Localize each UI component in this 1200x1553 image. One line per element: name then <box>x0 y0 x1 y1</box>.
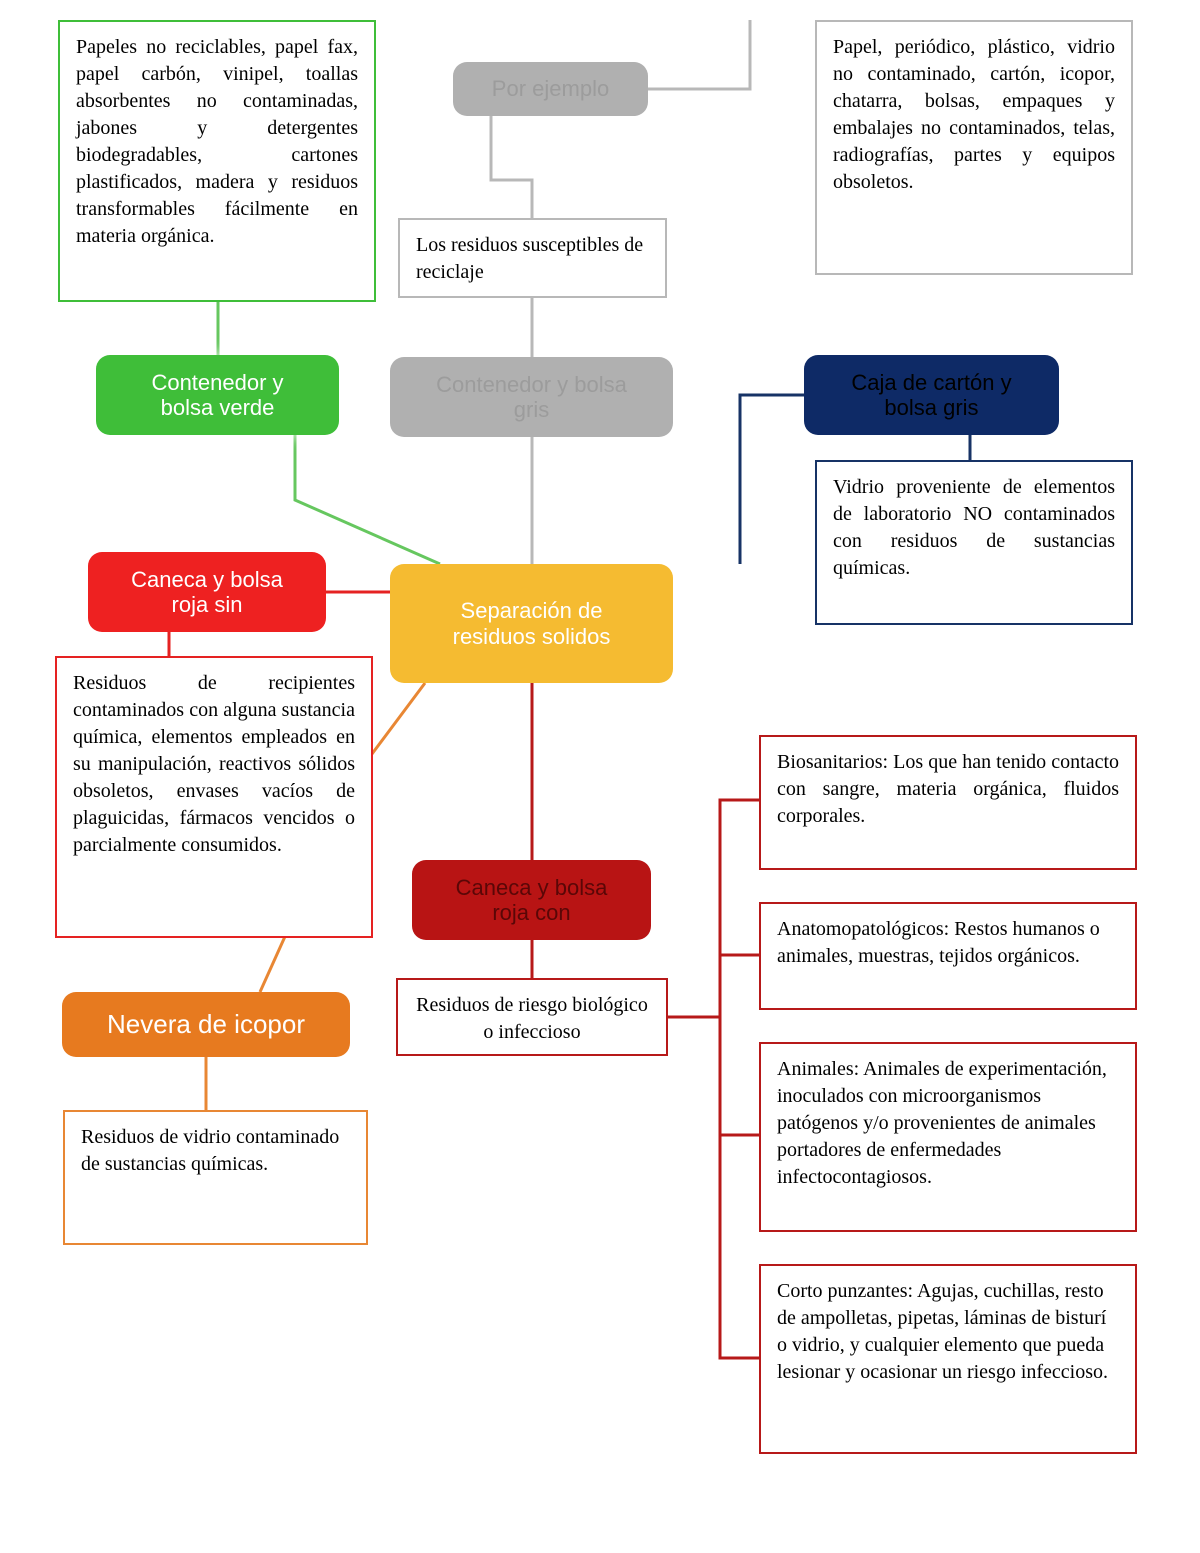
gray-subtext: Los residuos susceptibles de reciclaje <box>398 218 667 298</box>
green-container-node: Contenedor y bolsa verde <box>96 355 339 435</box>
orange-container-node: Nevera de icopor <box>62 992 350 1057</box>
center-node: Separación de residuos solidos <box>390 564 673 683</box>
gray-label: Contenedor y bolsa gris <box>436 372 627 423</box>
red-label: Caneca y bolsa roja sin <box>131 567 283 618</box>
anatomopatologicos-text: Anatomopatológicos: Restos humanos o ani… <box>759 902 1137 1010</box>
diagram-canvas: Separación de residuos solidos Por ejemp… <box>0 0 1200 1553</box>
gray-examples-text: Papel, periódico, plástico, vidrio no co… <box>815 20 1133 275</box>
biosanitarios-text: Biosanitarios: Los que han tenido contac… <box>759 735 1137 870</box>
darkred-container-node: Caneca y bolsa roja con <box>412 860 651 940</box>
animales-text: Animales: Animales de experimentación, i… <box>759 1042 1137 1232</box>
green-text: Papeles no reciclables, papel fax, papel… <box>58 20 376 302</box>
red-text: Residuos de recipientes contaminados con… <box>55 656 373 938</box>
center-label: Separación de residuos solidos <box>453 598 611 649</box>
por-ejemplo-label: Por ejemplo <box>492 76 609 101</box>
navy-text: Vidrio proveniente de elementos de labor… <box>815 460 1133 625</box>
por-ejemplo-node: Por ejemplo <box>453 62 648 116</box>
navy-container-node: Caja de cartón y bolsa gris <box>804 355 1059 435</box>
green-label: Contenedor y bolsa verde <box>151 370 283 421</box>
orange-text: Residuos de vidrio contaminado de sustan… <box>63 1110 368 1245</box>
darkred-subtext: Residuos de riesgo biológico o infeccios… <box>396 978 668 1056</box>
cortopunzantes-text: Corto punzantes: Agujas, cuchillas, rest… <box>759 1264 1137 1454</box>
navy-label: Caja de cartón y bolsa gris <box>851 370 1011 421</box>
gray-container-node: Contenedor y bolsa gris <box>390 357 673 437</box>
red-container-node: Caneca y bolsa roja sin <box>88 552 326 632</box>
orange-label: Nevera de icopor <box>107 1010 305 1040</box>
darkred-label: Caneca y bolsa roja con <box>456 875 608 926</box>
